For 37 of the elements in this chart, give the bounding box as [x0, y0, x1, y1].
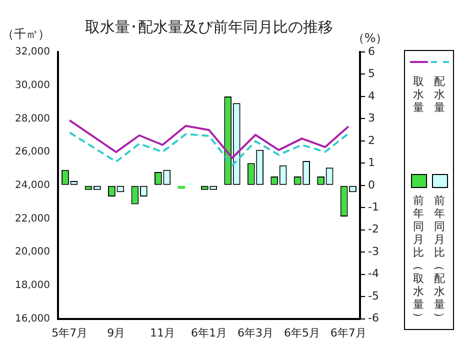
x-tick-label: 6年3月	[237, 326, 274, 340]
y2-tick-label: -6	[368, 312, 379, 325]
y-tick-label: 32,000	[14, 46, 50, 58]
y-tick-label: 30,000	[14, 80, 50, 91]
y2-tick-label: 5	[368, 67, 376, 80]
x-tick-label: 11月	[150, 326, 176, 340]
y2-tick-label: 0	[368, 178, 376, 192]
y-axis-title: （千㎥）	[2, 27, 50, 41]
y2-tick-label: -4	[368, 267, 379, 280]
y-tick-label: 22,000	[14, 213, 50, 224]
y-tick-label: 24,000	[14, 180, 50, 191]
text: 前年同月比（配水量）	[433, 194, 446, 323]
x-tick-label: 9月	[107, 326, 126, 340]
x-tick-label: 6年5月	[284, 326, 320, 340]
y2-tick-label: 3	[368, 112, 376, 125]
y2-tick-label: -3	[368, 244, 379, 258]
x-tick-label: 6年1月	[191, 326, 228, 340]
x-tick-label: 5年7月	[52, 326, 88, 340]
legend-label: 配水量	[434, 75, 445, 114]
y2-tick-label: 1	[368, 156, 376, 170]
x-tick-label: 6年7月	[330, 326, 366, 340]
chart-title: 取水量･配水量及び前年同月比の推移	[85, 18, 334, 36]
y2-tick-label: -2	[368, 222, 379, 236]
y2-tick-label: -5	[368, 289, 379, 302]
y2-tick-label: 6	[368, 44, 376, 58]
y2-axis-title: （%）	[352, 31, 388, 45]
y-tick-label: 28,000	[14, 113, 50, 124]
line-series	[68, 132, 350, 166]
y2-tick-label: 2	[368, 134, 376, 147]
y-tick-label: 16,000	[14, 313, 50, 324]
y2-tick-label: 4	[368, 89, 376, 102]
y-tick-label: 26,000	[14, 146, 50, 158]
text: 前年同月比（取水量）	[412, 194, 425, 323]
legend-label: 取水量	[413, 75, 424, 114]
y2-tick-label: -1	[368, 200, 379, 214]
y-tick-label: 18,000	[14, 280, 50, 292]
y-tick-label: 20,000	[14, 246, 50, 258]
